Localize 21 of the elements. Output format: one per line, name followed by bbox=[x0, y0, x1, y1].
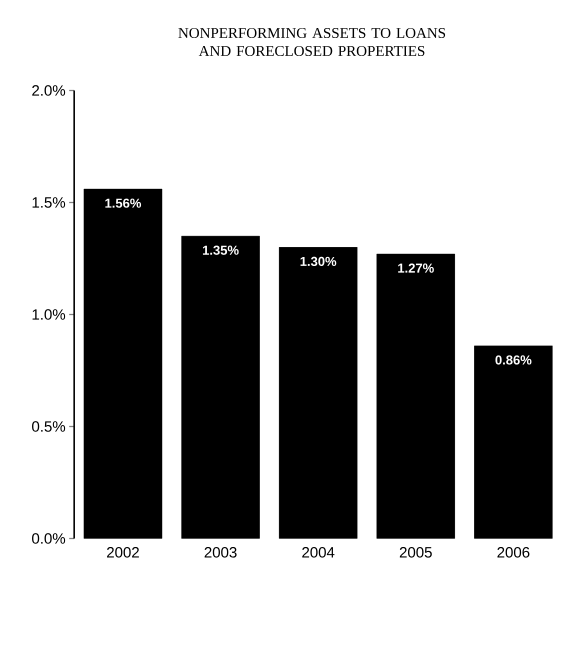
x-tick-label: 2003 bbox=[204, 547, 237, 558]
x-tick-label: 2006 bbox=[497, 547, 530, 558]
bar bbox=[474, 346, 553, 539]
data-label: 1.35% bbox=[202, 246, 239, 255]
y-tick-label: 2.0% bbox=[32, 85, 66, 96]
x-tick-label: 2004 bbox=[302, 547, 334, 558]
bar bbox=[376, 254, 456, 539]
data-label: 1.56% bbox=[105, 198, 142, 208]
y-tick-label: 1.5% bbox=[32, 197, 66, 208]
x-tick-label: 2002 bbox=[107, 547, 139, 558]
bar bbox=[181, 236, 260, 539]
bar bbox=[84, 188, 162, 539]
chart-title: NONPERFORMING ASSETS TO LOANS AND FORECLOSED PROPERTIES bbox=[178, 28, 446, 56]
y-tick-label: 0.0% bbox=[32, 533, 66, 544]
y-tick-label: 1.0% bbox=[32, 309, 66, 320]
data-label: 0.86% bbox=[495, 355, 532, 365]
y-tick-label: 0.5% bbox=[32, 421, 66, 432]
data-label: 1.30% bbox=[300, 256, 336, 266]
bar bbox=[278, 247, 358, 539]
x-tick-label: 2005 bbox=[400, 547, 432, 558]
data-label: 1.27% bbox=[398, 264, 434, 273]
